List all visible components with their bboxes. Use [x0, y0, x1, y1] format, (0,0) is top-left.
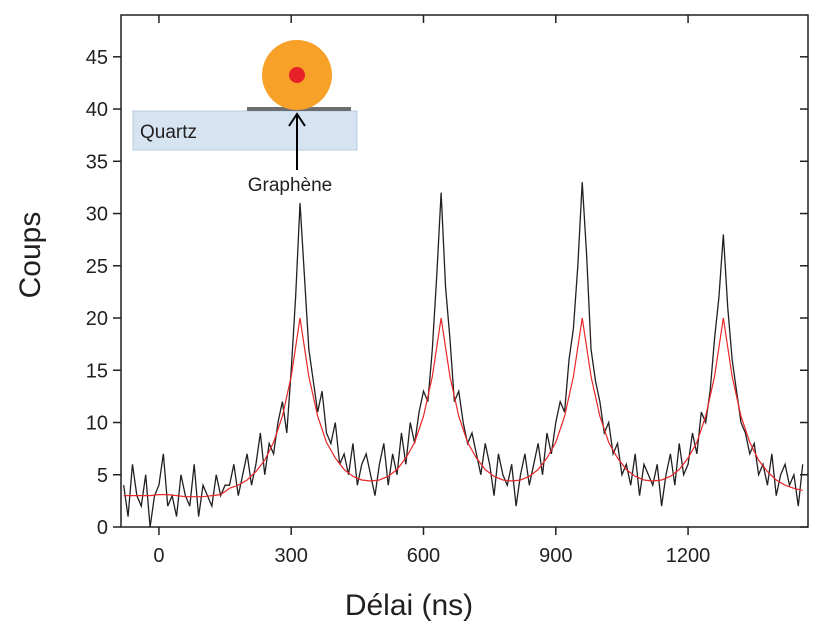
y-tick-label: 25: [86, 256, 108, 278]
y-tick-label: 30: [86, 204, 108, 226]
annotation: Quartz: [140, 122, 197, 143]
x-axis-label: Délai (ns): [345, 589, 473, 622]
emitter-core: [289, 67, 305, 83]
plot-frame: [120, 14, 809, 528]
y-tick-label: 35: [86, 151, 108, 173]
annotation: Graphène: [248, 175, 333, 196]
plot-data: [123, 182, 804, 527]
y-tick-label: 40: [86, 99, 108, 121]
y-tick-label: 10: [86, 413, 108, 435]
data-line: [123, 182, 804, 527]
x-tick-label: 1200: [666, 545, 711, 567]
y-tick-label: 5: [97, 465, 108, 487]
x-tick-label: 300: [275, 545, 308, 567]
x-tick-label: 900: [539, 545, 572, 567]
quartz-substrate: [132, 110, 358, 151]
data-line: [123, 317, 803, 498]
y-tick-label: 15: [86, 360, 108, 382]
x-tick-label: 600: [407, 545, 440, 567]
arrow-head: [288, 112, 306, 127]
x-tick-label: 0: [153, 545, 164, 567]
y-tick-label: 20: [86, 308, 108, 330]
y-tick-label: 0: [97, 517, 108, 539]
inset: Quartz Graphène: [132, 40, 358, 196]
y-tick-label: 45: [86, 47, 108, 69]
y-axis-label: Coups: [14, 212, 47, 299]
